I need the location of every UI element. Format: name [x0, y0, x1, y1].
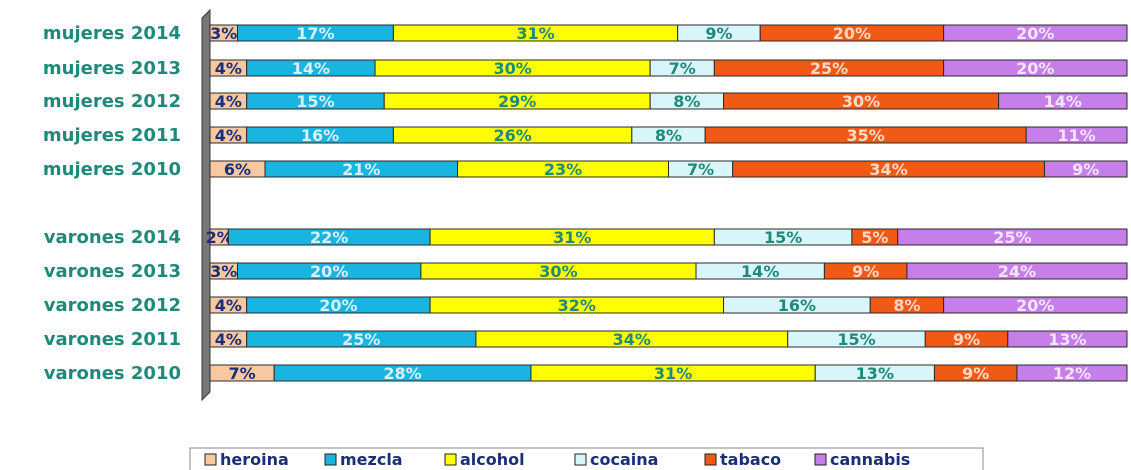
data-label-alcohol: 29% — [498, 92, 536, 111]
data-label-cocaina: 8% — [673, 92, 700, 111]
data-label-cocaina: 15% — [764, 228, 802, 247]
legend-label-mezcla: mezcla — [340, 450, 403, 469]
legend-swatch-alcohol — [444, 453, 457, 466]
data-label-mezcla: 22% — [310, 228, 348, 247]
legend-label-heroina: heroina — [220, 450, 289, 469]
chart-side-wall — [201, 8, 211, 402]
bar-segment-cannabis — [1025, 126, 1128, 144]
data-label-cocaina: 7% — [669, 59, 696, 78]
data-label-tabaco: 9% — [953, 330, 980, 349]
data-label-heroina: 4% — [215, 296, 242, 315]
data-label-cocaina: 9% — [705, 24, 732, 43]
data-label-heroina: 3% — [210, 24, 237, 43]
data-label-cannabis: 24% — [998, 262, 1036, 281]
bar-segment-cannabis — [897, 228, 1128, 246]
data-label-tabaco: 9% — [852, 262, 879, 281]
category-label: mujeres 2014 — [43, 23, 181, 44]
data-label-heroina: 4% — [215, 92, 242, 111]
data-label-heroina: 2% — [206, 228, 233, 247]
data-label-alcohol: 23% — [544, 160, 582, 179]
bar-segment-cannabis — [1043, 160, 1128, 178]
data-label-cocaina: 15% — [837, 330, 875, 349]
category-label: mujeres 2013 — [43, 58, 181, 79]
category-label: varones 2014 — [44, 227, 181, 248]
bar-segment-cannabis — [1016, 364, 1128, 382]
legend-label-cannabis: cannabis — [830, 450, 910, 469]
data-label-cannabis: 20% — [1016, 296, 1054, 315]
data-label-tabaco: 35% — [847, 126, 885, 145]
data-label-alcohol: 26% — [493, 126, 531, 145]
data-label-alcohol: 34% — [613, 330, 651, 349]
data-label-cocaina: 16% — [778, 296, 816, 315]
data-label-tabaco: 5% — [861, 228, 888, 247]
legend-label-alcohol: alcohol — [460, 450, 525, 469]
data-label-heroina: 4% — [215, 59, 242, 78]
data-label-alcohol: 32% — [558, 296, 596, 315]
data-label-cocaina: 13% — [856, 364, 894, 383]
category-label: varones 2012 — [44, 295, 181, 316]
data-label-cocaina: 8% — [655, 126, 682, 145]
legend-swatch-mezcla — [324, 453, 337, 466]
data-label-alcohol: 31% — [553, 228, 591, 247]
data-label-cannabis: 9% — [1072, 160, 1099, 179]
data-label-tabaco: 34% — [869, 160, 907, 179]
data-label-heroina: 6% — [224, 160, 251, 179]
data-label-cocaina: 7% — [687, 160, 714, 179]
legend-swatch-heroina — [204, 453, 217, 466]
data-label-alcohol: 30% — [493, 59, 531, 78]
legend-swatch-cocaina — [574, 453, 587, 466]
data-label-tabaco: 25% — [810, 59, 848, 78]
data-label-tabaco: 20% — [833, 24, 871, 43]
data-label-cocaina: 14% — [741, 262, 779, 281]
category-label: mujeres 2010 — [43, 159, 181, 180]
data-label-cannabis: 13% — [1048, 330, 1086, 349]
bar-segment-cannabis — [906, 262, 1128, 280]
data-label-mezcla: 21% — [342, 160, 380, 179]
bar-segment-cannabis — [1007, 330, 1128, 348]
data-label-heroina: 4% — [215, 330, 242, 349]
data-label-mezcla: 15% — [296, 92, 334, 111]
category-label: varones 2013 — [44, 261, 181, 282]
bar-segment-cannabis — [998, 92, 1128, 110]
category-label: mujeres 2011 — [43, 125, 181, 146]
legend-label-cocaina: cocaina — [590, 450, 658, 469]
data-label-cannabis: 12% — [1053, 364, 1091, 383]
category-label: varones 2010 — [44, 363, 181, 384]
data-label-mezcla: 17% — [296, 24, 334, 43]
data-label-cannabis: 20% — [1016, 24, 1054, 43]
data-label-heroina: 4% — [215, 126, 242, 145]
data-label-alcohol: 31% — [516, 24, 554, 43]
data-label-mezcla: 16% — [301, 126, 339, 145]
data-label-mezcla: 20% — [319, 296, 357, 315]
data-label-tabaco: 8% — [893, 296, 920, 315]
data-label-alcohol: 30% — [539, 262, 577, 281]
bar-segment-cannabis — [943, 59, 1128, 77]
bar-segment-cannabis — [943, 296, 1128, 314]
data-label-mezcla: 20% — [310, 262, 348, 281]
legend-swatch-cannabis — [814, 453, 827, 466]
data-label-heroina: 7% — [229, 364, 256, 383]
data-label-alcohol: 31% — [654, 364, 692, 383]
category-label: mujeres 2012 — [43, 91, 181, 112]
data-label-tabaco: 30% — [842, 92, 880, 111]
legend-swatch-tabaco — [704, 453, 717, 466]
data-label-cannabis: 20% — [1016, 59, 1054, 78]
data-label-mezcla: 14% — [292, 59, 330, 78]
data-label-cannabis: 11% — [1057, 126, 1095, 145]
data-label-cannabis: 25% — [993, 228, 1031, 247]
bar-segment-cannabis — [943, 24, 1128, 42]
category-label: varones 2011 — [44, 329, 181, 350]
data-label-cannabis: 14% — [1044, 92, 1082, 111]
data-label-heroina: 3% — [210, 262, 237, 281]
data-label-mezcla: 25% — [342, 330, 380, 349]
data-label-tabaco: 9% — [962, 364, 989, 383]
data-label-mezcla: 28% — [383, 364, 421, 383]
legend-label-tabaco: tabaco — [720, 450, 781, 469]
